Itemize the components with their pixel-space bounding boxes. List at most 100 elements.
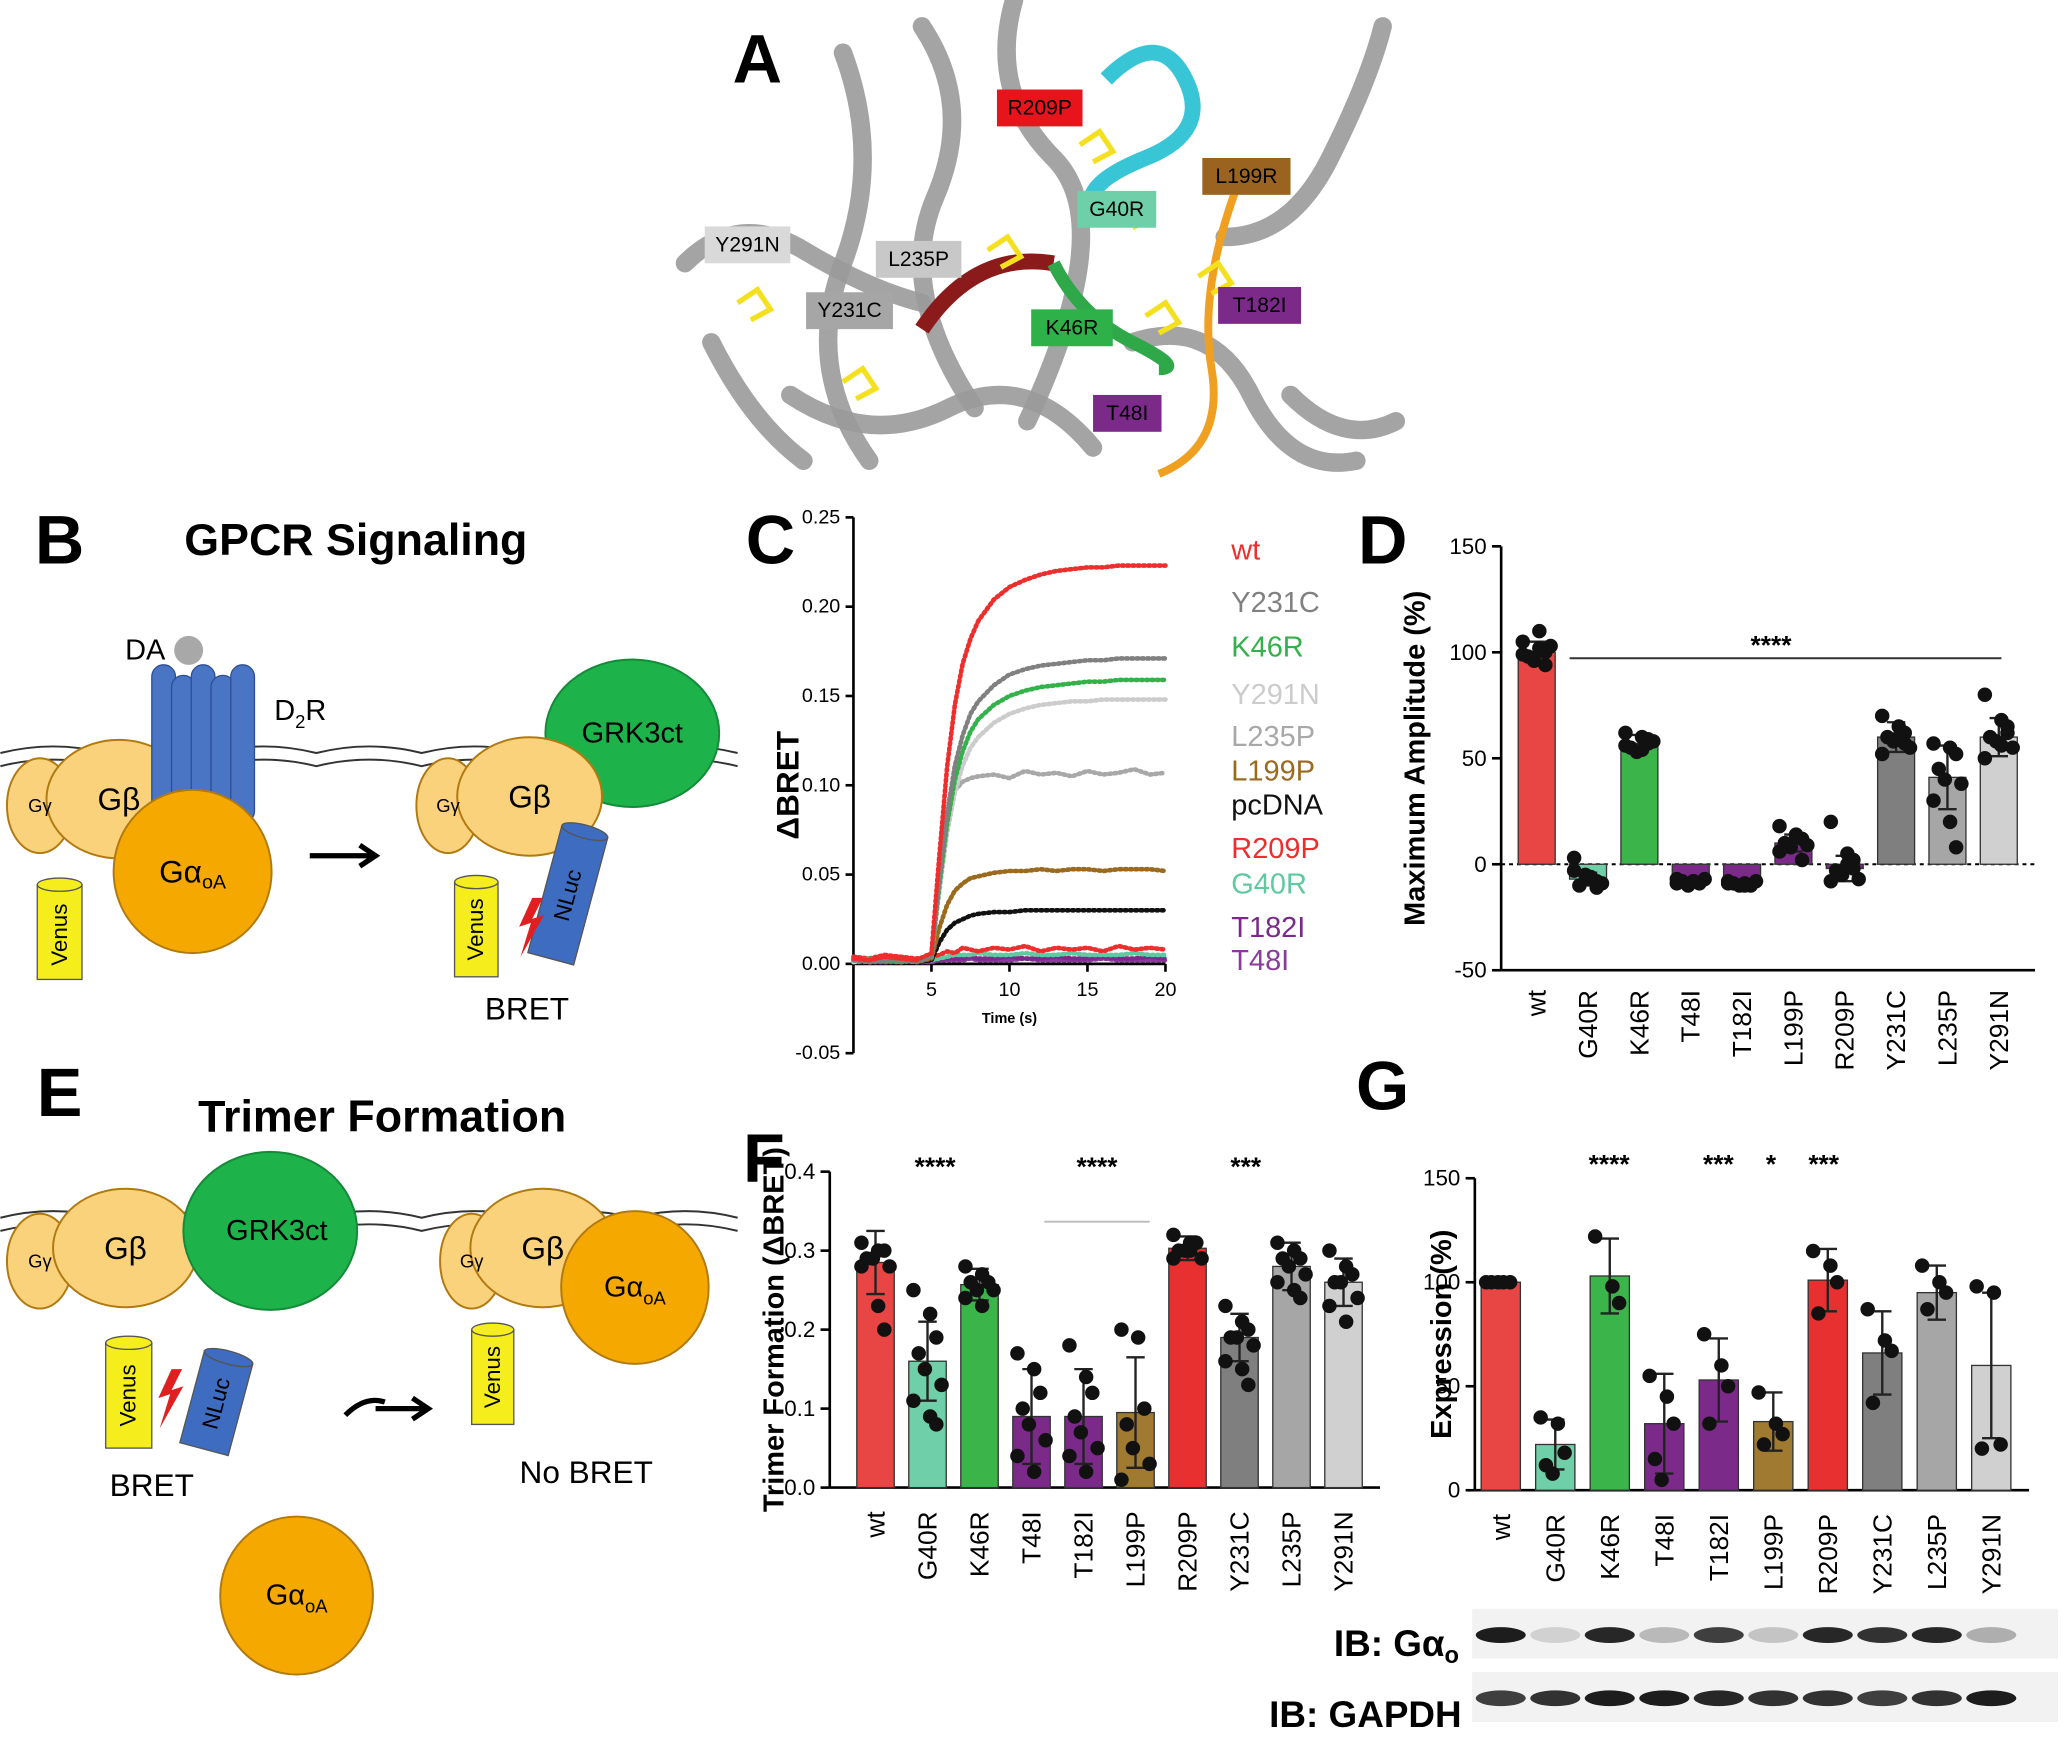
data-point bbox=[1897, 736, 1913, 751]
data-point bbox=[1642, 1368, 1657, 1384]
x-tick-label: L235P bbox=[1932, 990, 1962, 1066]
y-tick-label: 0.2 bbox=[784, 1317, 815, 1342]
data-point bbox=[1533, 1410, 1548, 1425]
data-point bbox=[1114, 1322, 1129, 1337]
x-tick-label: T48I bbox=[1676, 990, 1706, 1043]
data-point bbox=[1010, 1346, 1025, 1361]
significance-label: *** bbox=[1808, 1149, 1839, 1179]
data-point bbox=[877, 1243, 892, 1258]
receptor-label-part: R bbox=[305, 695, 326, 727]
bar bbox=[1620, 742, 1659, 865]
diagram-title: Trimer Formation bbox=[198, 1091, 566, 1141]
bar bbox=[1916, 1291, 1958, 1491]
legend-label: Y231C bbox=[1231, 587, 1320, 619]
y-axis-label: Expression (%) bbox=[1426, 1230, 1458, 1439]
data-point bbox=[1490, 1274, 1506, 1290]
significance-label: *** bbox=[1703, 1149, 1734, 1179]
data-point bbox=[1788, 829, 1804, 844]
protein-ribbon bbox=[1123, 326, 1366, 472]
y-tick-label: 0.1 bbox=[784, 1396, 815, 1421]
data-point bbox=[1241, 1322, 1256, 1337]
venus-body bbox=[453, 881, 499, 978]
x-tick-label: R209P bbox=[1173, 1511, 1203, 1591]
data-point bbox=[1078, 1369, 1094, 1385]
data-point bbox=[1994, 738, 2009, 753]
receptor-label-part: 2 bbox=[295, 711, 305, 732]
data-point bbox=[1073, 1425, 1089, 1440]
data-point bbox=[1241, 1377, 1256, 1393]
data-point bbox=[1751, 1385, 1766, 1400]
data-point bbox=[1333, 1274, 1349, 1290]
series-trace bbox=[851, 563, 1168, 963]
panel-label: D bbox=[1358, 501, 1407, 578]
mutation-label: L199R bbox=[1215, 165, 1277, 188]
data-point bbox=[1920, 1302, 1935, 1317]
venus bbox=[105, 1335, 153, 1449]
venus-top bbox=[36, 877, 83, 892]
data-point bbox=[1010, 1448, 1025, 1464]
blot-band bbox=[1584, 1690, 1635, 1707]
data-point bbox=[1062, 1338, 1077, 1353]
nluc-top bbox=[203, 1347, 254, 1368]
x-tick-label: L199P bbox=[1121, 1511, 1151, 1587]
blot-band bbox=[1911, 1627, 1962, 1643]
x-tick-label: L199P bbox=[1758, 1514, 1788, 1590]
blot-band bbox=[1693, 1627, 1744, 1643]
alpha-label-part: oA bbox=[643, 1288, 666, 1309]
y-tick-label: 50 bbox=[1435, 1374, 1460, 1399]
data-point bbox=[1015, 1401, 1030, 1416]
panel-label: C bbox=[746, 501, 795, 578]
y-axis-label: ΔBRET bbox=[770, 731, 806, 840]
data-point bbox=[1926, 736, 1941, 751]
mutation-label: K46R bbox=[1046, 316, 1099, 339]
x-tick-label: T182I bbox=[1704, 1514, 1734, 1581]
mutation-box bbox=[1031, 309, 1113, 347]
data-point bbox=[1669, 876, 1685, 891]
x-tick-label: Y291N bbox=[1329, 1511, 1359, 1591]
data-point bbox=[1932, 1274, 1947, 1290]
significance-label: **** bbox=[1077, 1151, 1119, 1181]
venus-top bbox=[453, 874, 499, 890]
data-point bbox=[1993, 1437, 2008, 1452]
data-point bbox=[958, 1259, 973, 1274]
x-tick-label: T48I bbox=[1649, 1514, 1679, 1567]
data-point bbox=[1974, 1441, 1990, 1456]
data-point bbox=[1194, 1251, 1209, 1266]
protein-ribbon bbox=[781, 385, 1103, 457]
beta-label: Gβ bbox=[521, 1230, 564, 1266]
gamma-label: Gγ bbox=[460, 1251, 484, 1272]
blot-band bbox=[1802, 1690, 1853, 1707]
data-point bbox=[1166, 1251, 1181, 1266]
data-point bbox=[1119, 1417, 1134, 1432]
alpha-label: GαoA bbox=[159, 854, 227, 894]
y-tick-label: 0.3 bbox=[784, 1238, 815, 1263]
mutation-box bbox=[1218, 286, 1302, 324]
alpha-label-part: Gα bbox=[159, 854, 202, 890]
blot-label-part: IB: Gα bbox=[1334, 1622, 1445, 1663]
venus bbox=[36, 877, 83, 981]
data-point bbox=[1090, 1440, 1105, 1456]
alpha-label-part: oA bbox=[305, 1596, 328, 1617]
receptor-label: D2R bbox=[274, 695, 326, 732]
significance-label: **** bbox=[1589, 1149, 1631, 1179]
data-point bbox=[1182, 1243, 1198, 1258]
blot-band bbox=[1639, 1627, 1690, 1643]
x-tick-label: K46R bbox=[965, 1511, 995, 1577]
side-chain bbox=[736, 285, 775, 323]
mutation-box bbox=[806, 292, 893, 330]
data-point bbox=[1026, 1464, 1042, 1480]
bar bbox=[1517, 651, 1556, 865]
protein-ribbon bbox=[912, 17, 984, 418]
data-point bbox=[1502, 1274, 1518, 1290]
data-point bbox=[1229, 1330, 1245, 1345]
legend-label: Y291N bbox=[1231, 679, 1320, 711]
nluc bbox=[179, 1347, 254, 1457]
alpha-label-part: oA bbox=[202, 872, 227, 894]
data-point bbox=[1114, 1472, 1129, 1487]
mutation-label: T48I bbox=[1106, 402, 1148, 425]
protein-ribbon bbox=[1047, 260, 1175, 376]
mutation-box bbox=[1202, 157, 1291, 195]
data-point bbox=[958, 1290, 973, 1306]
gamma-label: Gγ bbox=[28, 795, 52, 816]
ligand-label: DA bbox=[125, 634, 166, 666]
